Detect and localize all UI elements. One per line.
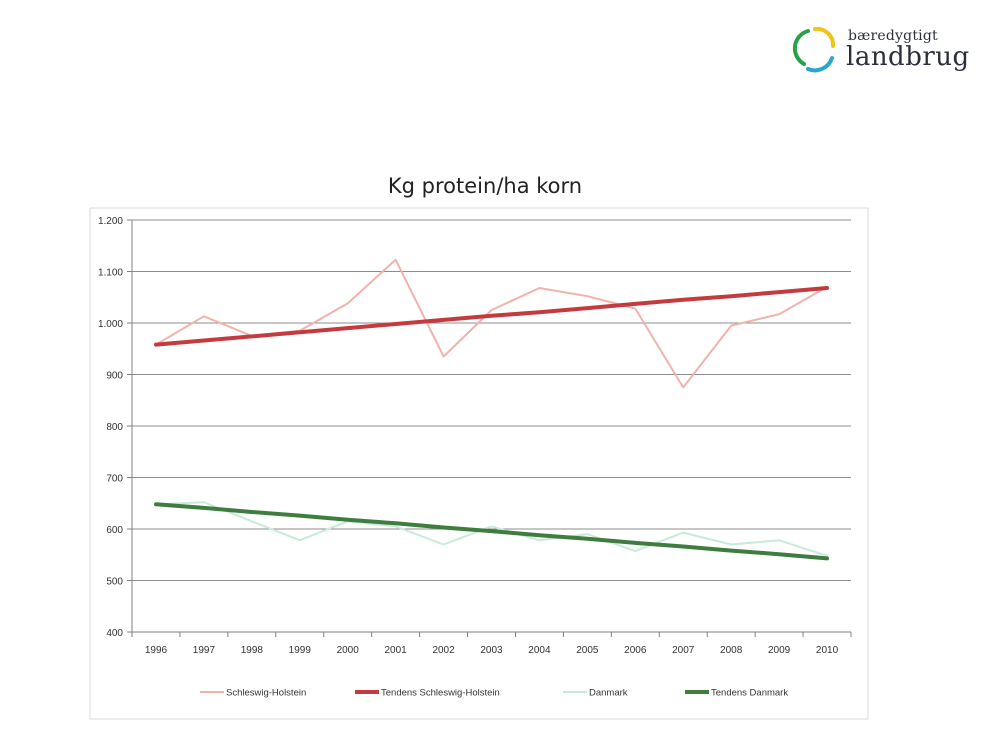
logo: bæredygtigt landbrug (790, 20, 970, 80)
legend-label-danmark: Danmark (589, 688, 628, 699)
x-tick-label: 2002 (432, 645, 455, 656)
x-tick-label: 2010 (816, 645, 839, 656)
x-tick-label: 2001 (385, 645, 408, 656)
x-tick-label: 1997 (193, 645, 216, 656)
x-tick-label: 2008 (720, 645, 743, 656)
x-tick-label: 2006 (624, 645, 647, 656)
series-line-danmark (155, 501, 828, 557)
y-tick-label: 500 (106, 577, 123, 588)
x-tick-label: 2005 (576, 645, 599, 656)
x-tick-label: 1999 (289, 645, 312, 656)
y-tick-label: 900 (106, 371, 123, 382)
x-tick-label: 2000 (337, 645, 360, 656)
x-tick-label: 2009 (768, 645, 791, 656)
y-tick-label: 1.100 (98, 268, 123, 279)
x-tick-label: 1998 (241, 645, 264, 656)
legend-label-schleswig-holstein: Schleswig-Holstein (226, 688, 306, 699)
logo-text-bottom: landbrug (846, 42, 970, 72)
y-tick-label: 1.000 (98, 319, 123, 330)
logo-text-top: bæredygtigt (848, 28, 938, 44)
series-line-tendens-danmark (154, 502, 829, 561)
y-tick-label: 600 (106, 525, 123, 536)
logo-ring-icon (792, 26, 836, 73)
series-line-schleswig-holstein (155, 258, 828, 389)
x-tick-label: 1996 (145, 645, 168, 656)
chart-title: Kg protein/ha korn (387, 174, 583, 198)
y-tick-label: 1.200 (98, 216, 123, 227)
series-line-tendens-schleswig-holstein (154, 286, 829, 347)
legend-label-tendens-danmark: Tendens Danmark (711, 688, 788, 699)
legend-label-tendens-schleswig-holstein: Tendens Schleswig-Holstein (381, 688, 500, 699)
y-tick-label: 400 (106, 628, 123, 639)
x-tick-label: 2007 (672, 645, 695, 656)
x-tick-label: 2004 (528, 645, 551, 656)
x-tick-label: 2003 (480, 645, 503, 656)
y-tick-label: 800 (106, 422, 123, 433)
y-tick-label: 700 (106, 474, 123, 485)
chart-frame (89, 207, 869, 720)
